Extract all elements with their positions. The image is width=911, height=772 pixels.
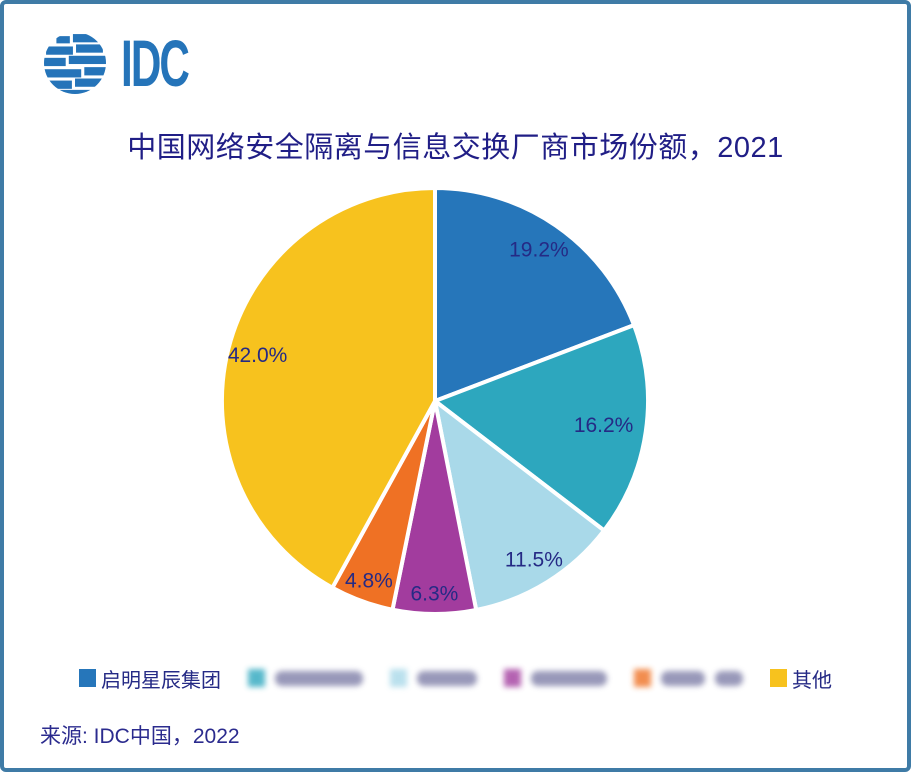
source-note: 来源: IDC中国，2022 <box>40 725 240 748</box>
legend-item-启明星辰集团: 启明星辰集团 <box>79 664 221 693</box>
chart-legend: 启明星辰集团 其他 <box>4 662 907 694</box>
legend-label: 启明星辰集团 <box>101 669 221 692</box>
pie-value-label-5: 4.8% <box>345 570 393 593</box>
pie-value-label-4: 6.3% <box>410 582 458 605</box>
legend-item-redacted-3 <box>504 669 607 687</box>
pie-value-label-1: 19.2% <box>509 239 569 262</box>
redacted-legend-label <box>661 670 705 686</box>
redacted-legend-label <box>715 670 743 686</box>
pie-slice-redacted-1 <box>433 323 650 533</box>
redacted-legend-label <box>275 670 363 686</box>
pie-slice-其他 <box>219 186 437 590</box>
legend-swatch-icon <box>248 669 265 687</box>
legend-label: 其他 <box>792 669 832 692</box>
idc-logo-text: IDC <box>121 26 190 100</box>
redacted-legend-label <box>531 670 607 686</box>
legend-swatch-icon <box>770 669 787 687</box>
legend-item-redacted-2 <box>390 669 477 687</box>
legend-swatch-icon <box>504 669 521 687</box>
idc-logo: IDC <box>44 26 226 100</box>
pie-slice-启明星辰集团 <box>433 186 636 403</box>
pie-value-label-3: 11.5% <box>505 549 563 572</box>
legend-item-redacted-1 <box>248 669 363 687</box>
pie-slice-redacted-2 <box>433 399 607 612</box>
idc-globe-icon <box>44 34 106 94</box>
pie-chart: 19.2% 16.2% 11.5% 6.3% 4.8% 42.0% <box>219 186 650 616</box>
redacted-legend-label <box>417 670 477 686</box>
legend-swatch-icon <box>634 669 651 687</box>
legend-item-redacted-4 <box>634 669 743 687</box>
legend-item-其他: 其他 <box>770 664 832 693</box>
pie-value-label-6: 42.0% <box>228 344 288 367</box>
legend-swatch-icon <box>79 669 96 687</box>
pie-value-label-2: 16.2% <box>574 414 634 437</box>
legend-swatch-icon <box>390 669 407 687</box>
chart-title: 中国网络安全隔离与信息交换厂商市场份额，2021 <box>127 132 784 164</box>
